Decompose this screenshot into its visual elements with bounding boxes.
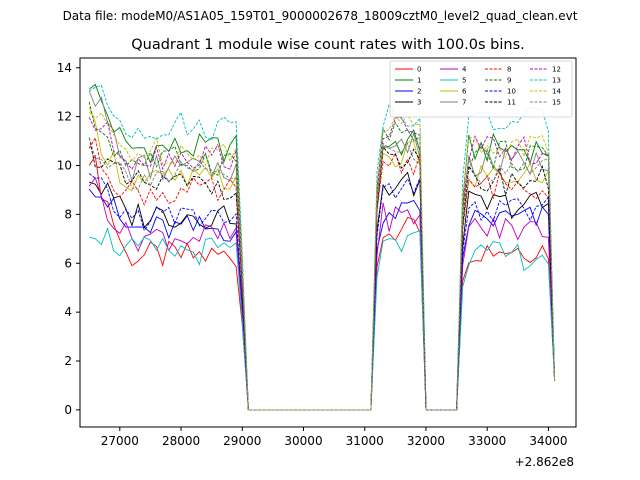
y-tick-label: 8 (64, 207, 72, 221)
y-tick-label: 6 (64, 256, 72, 270)
suptitle: Data file: modeM0/AS1A05_159T01_90000026… (63, 9, 578, 23)
legend-label-8: 8 (507, 66, 511, 74)
legend-label-11: 11 (507, 99, 516, 107)
legend-label-1: 1 (417, 77, 421, 85)
axes-background (80, 58, 576, 427)
legend-label-10: 10 (507, 88, 516, 96)
series-line-15 (88, 137, 556, 411)
legend-label-4: 4 (462, 66, 467, 74)
x-tick-label: 30000 (284, 434, 322, 448)
x-axis-ticks: 27000 28000 29000 30000 31000 32000 33000 34000 (101, 427, 568, 448)
x-tick-label: 34000 (529, 434, 567, 448)
y-axis-ticks: 0 2 4 6 8 10 12 14 (57, 61, 80, 417)
x-tick-label: 27000 (101, 434, 139, 448)
legend-label-9: 9 (507, 77, 511, 85)
x-tick-label: 33000 (468, 434, 506, 448)
legend-label-12: 12 (552, 66, 561, 74)
legend-box (389, 60, 573, 118)
legend-label-7: 7 (462, 99, 466, 107)
legend-label-15: 15 (552, 99, 561, 107)
legend-label-14: 14 (552, 88, 561, 96)
legend-label-5: 5 (462, 77, 466, 85)
x-offset-label: +2.862e8 (515, 455, 574, 469)
x-tick-label: 32000 (407, 434, 445, 448)
y-tick-label: 4 (64, 305, 72, 319)
series-line-14 (88, 111, 556, 411)
legend-label-2: 2 (417, 88, 421, 96)
y-tick-label: 0 (64, 403, 72, 417)
axes-frame (79, 57, 577, 428)
legend-label-6: 6 (462, 88, 467, 96)
legend-label-0: 0 (417, 66, 421, 74)
chart-title: Quadrant 1 module wise count rates with … (131, 37, 525, 53)
y-tick-label: 14 (57, 61, 72, 75)
series-line-10 (88, 173, 556, 411)
y-tick-label: 12 (57, 110, 72, 124)
legend-label-3: 3 (417, 99, 421, 107)
x-tick-label: 31000 (346, 434, 384, 448)
x-tick-label: 28000 (162, 434, 200, 448)
series-layer (88, 83, 556, 411)
axes-border (79, 57, 577, 428)
y-tick-label: 10 (57, 159, 72, 173)
y-tick-label: 2 (64, 354, 72, 368)
legend-label-13: 13 (552, 77, 561, 85)
x-tick-label: 29000 (223, 434, 261, 448)
plot-area (80, 58, 576, 427)
